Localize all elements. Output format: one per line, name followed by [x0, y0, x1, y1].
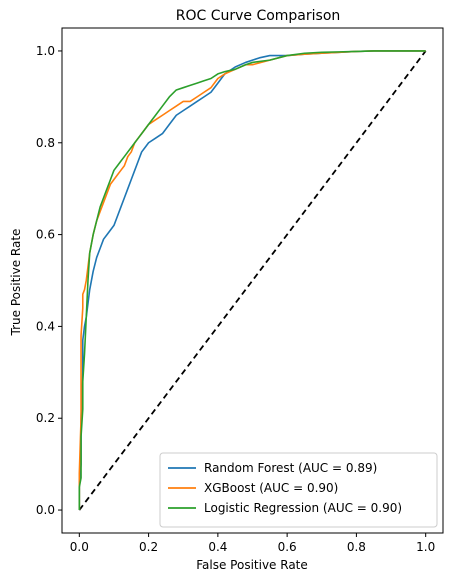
y-tick-label-2: 0.4: [36, 319, 55, 333]
x-tick-label-0: 0.0: [70, 540, 89, 554]
chart-title: ROC Curve Comparison: [176, 8, 341, 24]
x-tick-label-2: 0.4: [208, 540, 227, 554]
y-axis-title: True Positive Rate: [9, 229, 23, 337]
y-tick-label-1: 0.2: [36, 411, 55, 425]
x-axis-title: False Positive Rate: [196, 558, 308, 572]
plot-layer: [79, 51, 425, 510]
x-tick-label-1: 0.2: [139, 540, 158, 554]
legend: Random Forest (AUC = 0.89) XGBoost (AUC =…: [160, 453, 437, 527]
reference-diagonal-line: [79, 51, 425, 510]
y-tick-label-0: 0.0: [36, 503, 55, 517]
x-tick-label-3: 0.6: [278, 540, 297, 554]
series-line-1: [79, 51, 425, 510]
legend-label-1: XGBoost (AUC = 0.90): [204, 481, 338, 495]
y-tick-label-3: 0.6: [36, 228, 55, 242]
legend-label-0: Random Forest (AUC = 0.89): [204, 461, 377, 475]
legend-label-2: Logistic Regression (AUC = 0.90): [204, 501, 402, 515]
series-line-2: [79, 51, 425, 510]
x-tick-label-5: 1.0: [416, 540, 435, 554]
series-line-0: [79, 51, 425, 510]
x-tick-label-4: 0.8: [347, 540, 366, 554]
y-tick-label-4: 0.8: [36, 136, 55, 150]
y-tick-label-5: 1.0: [36, 44, 55, 58]
